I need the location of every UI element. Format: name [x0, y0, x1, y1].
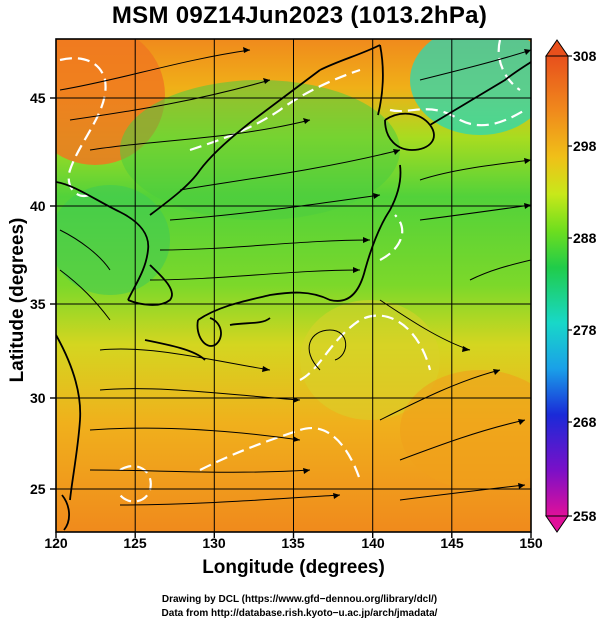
x-tick-label: 135 [281, 535, 305, 551]
colorbar-tick-label: 308 [573, 48, 597, 64]
green-north-area [120, 80, 400, 220]
credit-line-data: Data from http://database.rish.kyoto−u.a… [161, 608, 438, 619]
streamlines [59, 49, 531, 506]
colorbar-min-arrow [545, 515, 569, 533]
y-tick-label: 35 [30, 296, 46, 312]
shikoku-coast [229, 317, 271, 326]
graticule [56, 39, 531, 532]
cool-northeast-area [410, 39, 531, 135]
y-tick-label: 40 [30, 198, 46, 214]
x-tick-label: 145 [440, 535, 464, 551]
colorbar [545, 39, 572, 533]
honshu-coast [197, 164, 402, 321]
warm-southeast-area [400, 370, 531, 490]
y-tick-label: 25 [30, 481, 46, 497]
china-coast [56, 181, 150, 301]
china-south-coast [56, 334, 82, 501]
kyushu-coast [196, 317, 222, 347]
sakhalin-coast [377, 44, 384, 116]
colorbar-tick-label: 288 [573, 230, 597, 246]
credit-line-drawing: Drawing by DCL (https://www.gfd−dennou.o… [161, 594, 438, 605]
colorbar-tick-label: 278 [573, 322, 597, 338]
x-axis-label: Longitude (degrees) [202, 557, 385, 578]
colorbar-tick-label: 258 [573, 508, 597, 524]
axis-tick-marks [50, 97, 532, 538]
map-title: MSM 09Z14Jun2023 (1013.2hPa) [111, 2, 488, 29]
x-tick-label: 125 [123, 535, 147, 551]
korea-east-russia-coast [149, 69, 321, 216]
colorbar-tick-label: 298 [573, 138, 597, 154]
y-tick-label: 30 [30, 390, 46, 406]
taiwan-coast [61, 494, 70, 531]
warm-pacific-area [300, 300, 440, 420]
yellow-sea-area [56, 185, 170, 295]
streamline-arrows [243, 47, 531, 499]
x-tick-label: 130 [202, 535, 226, 551]
x-tick-label: 140 [361, 535, 385, 551]
colorbar-max-arrow [545, 39, 569, 57]
hokkaido-coast [384, 112, 435, 151]
russia-north-coast [319, 44, 381, 71]
colorbar-tick-marks [568, 55, 572, 517]
x-tick-label: 120 [44, 535, 68, 551]
y-tick-label: 45 [30, 90, 46, 106]
colorbar-body [545, 55, 569, 517]
y-axis-label: Latitude (degrees) [7, 217, 28, 383]
temperature-contours [59, 39, 526, 503]
kuril-coast [429, 61, 531, 126]
x-tick-label: 150 [519, 535, 543, 551]
colorbar-tick-label: 268 [573, 414, 597, 430]
